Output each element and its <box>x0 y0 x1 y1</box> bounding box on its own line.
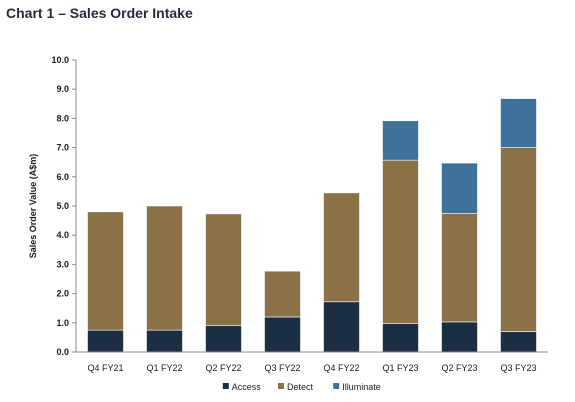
bar-access-4 <box>323 301 360 353</box>
y-tick-label: 1.0 <box>56 318 69 328</box>
y-tick-label: 9.0 <box>56 84 69 94</box>
x-tick-label: Q4 FY22 <box>323 363 359 373</box>
y-axis: 0.0 1.0 2.0 3.0 4.0 5.0 6.0 7.0 8.0 9.0 10.0 <box>51 55 77 357</box>
y-tick-label: 6.0 <box>56 172 69 182</box>
bar-detect-4 <box>323 192 360 303</box>
bar-illuminate-7 <box>500 98 537 148</box>
x-tick-label: Q3 FY22 <box>264 363 300 373</box>
y-tick-label: 2.0 <box>56 289 69 299</box>
y-tick-label: 5.0 <box>56 201 69 211</box>
y-tick-label: 0.0 <box>56 347 69 357</box>
x-tick-label: Q2 FY22 <box>205 363 241 373</box>
bar-detect-0 <box>87 211 124 331</box>
x-tick-label: Q2 FY23 <box>441 363 477 373</box>
bar-detect-7 <box>500 147 537 332</box>
bar-illuminate-6 <box>441 162 478 214</box>
legend-label-access: Access <box>232 382 262 392</box>
legend-label-detect: Detect <box>287 382 314 392</box>
x-tick-label: Q3 FY23 <box>500 363 536 373</box>
bar-access-5 <box>382 323 419 353</box>
y-tick-label: 4.0 <box>56 230 69 240</box>
x-tick-label: Q1 FY23 <box>382 363 418 373</box>
bar-detect-2 <box>205 213 242 327</box>
legend-swatch-access <box>222 383 229 389</box>
bar-detect-5 <box>382 159 419 324</box>
bar-detect-6 <box>441 213 478 323</box>
bar-detect-1 <box>146 205 183 331</box>
x-tick-label: Q4 FY21 <box>87 363 123 373</box>
bar-access-0 <box>87 329 124 353</box>
x-axis: Q4 FY21 Q1 FY22 Q2 FY22 Q3 FY22 Q4 FY22 Q1 FY… <box>76 351 548 373</box>
legend: Access Detect Illuminate <box>222 382 381 392</box>
bar-access-1 <box>146 329 183 353</box>
bar-illuminate-5 <box>382 120 419 161</box>
bar-access-7 <box>500 331 537 353</box>
y-tick-label: 10.0 <box>51 55 69 65</box>
chart-title: Chart 1 – Sales Order Intake <box>6 5 193 21</box>
bar-detect-3 <box>264 270 301 318</box>
y-tick-label: 8.0 <box>56 113 69 123</box>
legend-swatch-illuminate <box>333 383 340 389</box>
y-tick-label: 7.0 <box>56 143 69 153</box>
bar-access-6 <box>441 321 478 353</box>
y-tick-label: 3.0 <box>56 259 69 269</box>
bar-access-2 <box>205 325 242 353</box>
x-tick-label: Q1 FY22 <box>146 363 182 373</box>
legend-label-illuminate: Illuminate <box>342 382 381 392</box>
bars <box>87 98 537 353</box>
legend-swatch-detect <box>278 383 284 389</box>
y-axis-title: Sales Order Value (A$m) <box>28 154 38 259</box>
bar-access-3 <box>264 316 301 353</box>
